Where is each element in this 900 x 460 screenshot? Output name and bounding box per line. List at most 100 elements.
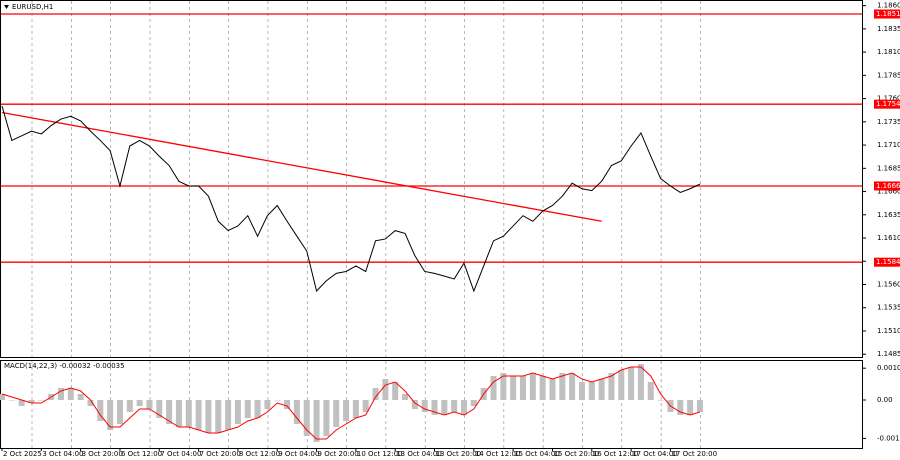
macd-bar (362, 400, 369, 412)
x-tick-label: 3 Oct 20:00 (82, 450, 123, 458)
macd-bar (490, 376, 497, 400)
macd-bar (18, 400, 25, 406)
chart-title: EURUSD,H1 (12, 3, 53, 11)
macd-bar (254, 400, 261, 418)
macd-bar (392, 382, 399, 400)
macd-bar (87, 400, 94, 406)
macd-bar (402, 394, 409, 400)
macd-bar (431, 400, 438, 415)
x-tick-label: 8 Oct 12:00 (239, 450, 280, 458)
macd-bar (559, 373, 566, 400)
macd-bar (657, 400, 664, 401)
macd-bar (77, 394, 84, 400)
macd-bar (244, 400, 251, 418)
macd-bar (687, 400, 694, 415)
macd-bar (146, 400, 153, 409)
y-tick-label: 1.1860 (877, 2, 900, 10)
signal-line (1, 366, 701, 440)
level-label-box (874, 99, 900, 109)
y-tick-label: 0.00 (877, 396, 893, 404)
macd-bar (284, 400, 291, 409)
y-tick-label: 1.1610 (877, 234, 900, 242)
y-tick-label: 1.1635 (877, 211, 900, 219)
macd-bar (215, 400, 222, 433)
macd-bar (0, 394, 5, 400)
macd-bar (38, 400, 45, 401)
macd-bar (28, 400, 35, 403)
macd-bar (618, 370, 625, 400)
macd-bar (461, 400, 468, 415)
macd-bar (8, 400, 15, 401)
macd-bar (156, 400, 163, 418)
macd-bar (234, 400, 241, 424)
x-tick-label: 13 Oct 20:00 (436, 450, 482, 458)
macd-bar (57, 388, 64, 400)
macd-bar (225, 400, 232, 430)
macd-bar (126, 400, 133, 412)
x-tick-label: 17 Oct 04:00 (632, 450, 678, 458)
macd-bar (333, 400, 340, 427)
macd-bar (195, 400, 202, 430)
macd-bar (647, 382, 654, 400)
macd-bar (441, 400, 448, 415)
macd-bar (166, 400, 173, 424)
x-tick-label: 15 Oct 20:00 (553, 450, 599, 458)
macd-bar (343, 400, 350, 421)
macd-bar (323, 400, 330, 436)
macd-bar (293, 400, 300, 424)
macd-bar (372, 388, 379, 400)
x-tick-label: 9 Oct 20:00 (318, 450, 359, 458)
macd-bar (451, 400, 458, 412)
macd-bar (264, 400, 271, 409)
level-label: 1.1851 (876, 10, 900, 18)
macd-bar (500, 373, 507, 400)
y-tick-label: 1.1560 (877, 280, 900, 288)
macd-bar (637, 364, 644, 400)
y-tick-label: 1.1785 (877, 71, 900, 79)
x-tick-label: 10 Oct 12:00 (357, 450, 403, 458)
x-tick-label: 3 Oct 04:00 (42, 450, 83, 458)
macd-bar (578, 382, 585, 400)
x-tick-label: 9 Oct 04:00 (278, 450, 319, 458)
price-line (1, 105, 701, 293)
x-tick-label: 14 Oct 12:00 (475, 450, 521, 458)
macd-bar (107, 400, 114, 430)
macd-bar (411, 400, 418, 409)
macd-bar (136, 400, 143, 406)
price-frame (0, 0, 863, 358)
y-tick-label: 1.1535 (877, 304, 900, 312)
level-label-box (874, 9, 900, 19)
y-tick-label: 1.1735 (877, 118, 900, 126)
macd-bar (97, 400, 104, 421)
level-label: 1.1666 (876, 182, 900, 190)
macd-bar (116, 400, 123, 424)
macd-bar (67, 388, 74, 400)
macd-bar (185, 400, 192, 427)
x-tick-label: 17 Oct 20:00 (671, 450, 717, 458)
macd-bar (175, 400, 182, 427)
macd-bar (519, 376, 526, 400)
x-tick-label: 15 Oct 04:00 (514, 450, 560, 458)
y-tick-label: 1.1760 (877, 95, 900, 103)
level-label-box (874, 181, 900, 191)
macd-frame (0, 360, 863, 449)
macd-bar (696, 400, 703, 412)
level-label-box (874, 257, 900, 267)
macd-bar (421, 400, 428, 412)
y-tick-label: 1.1685 (877, 164, 900, 172)
macd-bar (569, 373, 576, 400)
y-tick-label: 1.1810 (877, 48, 900, 56)
macd-bar (598, 379, 605, 400)
level-label: 1.1584 (876, 258, 900, 266)
menu-arrow (4, 5, 9, 9)
macd-bar (677, 400, 684, 415)
x-tick-label: 7 Oct 04:00 (160, 450, 201, 458)
macd-bar (205, 400, 212, 433)
y-tick-label: 1.1710 (877, 141, 900, 149)
x-tick-label: 2 Oct 2025 (3, 450, 42, 458)
macd-bar (382, 379, 389, 400)
macd-title: MACD(14,22,3) -0.00032 -0.00035 (4, 362, 125, 370)
x-tick-label: 6 Oct 12:00 (121, 450, 162, 458)
macd-bar (303, 400, 310, 436)
x-tick-label: 13 Oct 04:00 (396, 450, 442, 458)
